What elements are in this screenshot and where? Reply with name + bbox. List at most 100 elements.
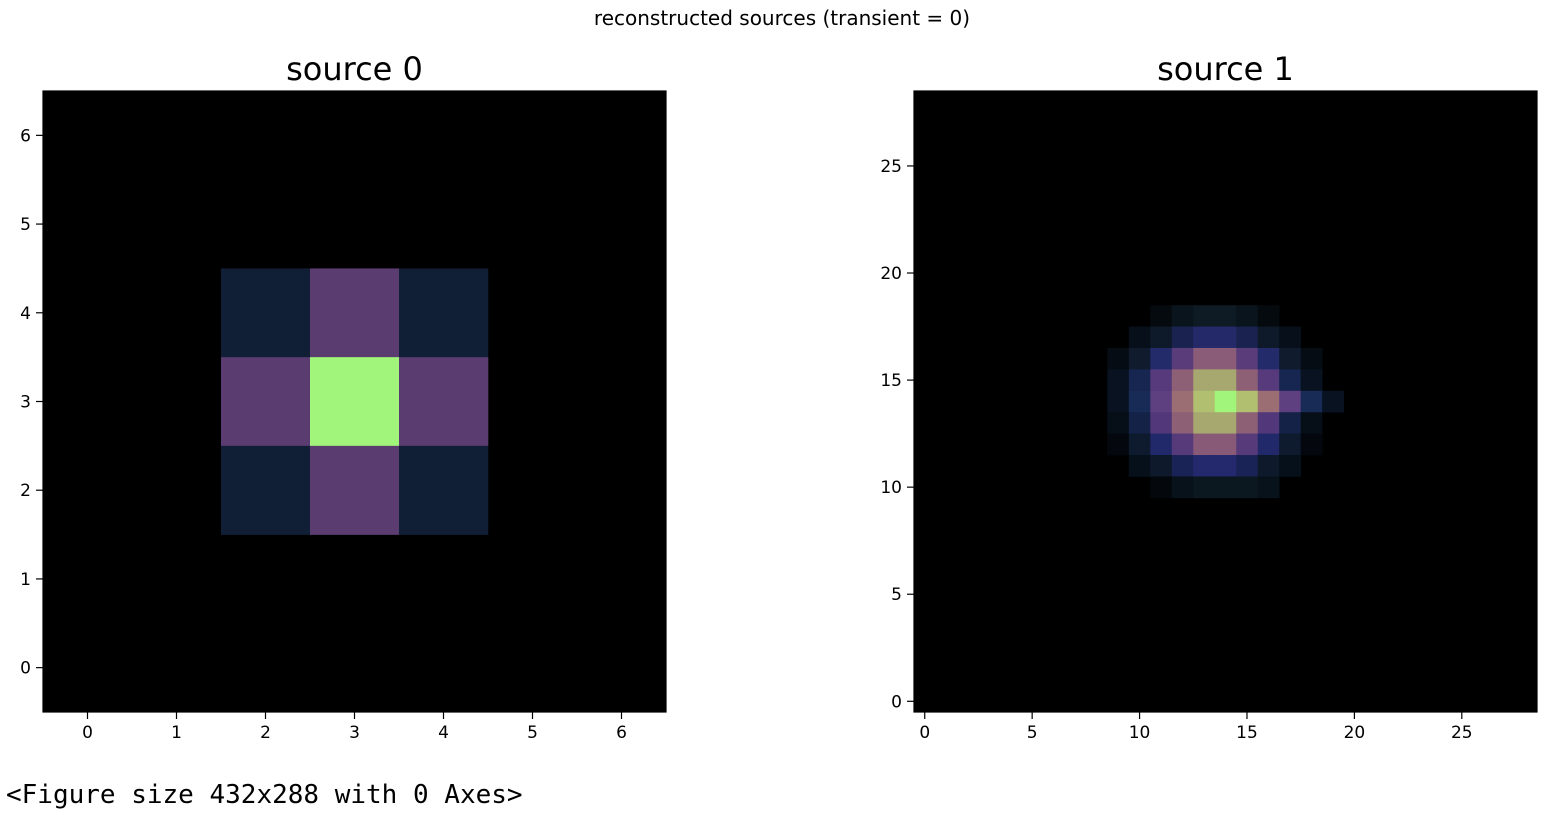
heatmap-cell (1214, 476, 1237, 499)
heatmap-cell (310, 445, 400, 535)
heatmap-cell (1171, 326, 1194, 349)
notebook-output-text: <Figure size 432x288 with 0 Axes> (6, 780, 523, 810)
heatmap-cell (399, 445, 489, 535)
heatmap-cell (1150, 390, 1173, 413)
x-tick-label: 5 (527, 723, 538, 743)
heatmap-cell (1236, 455, 1259, 477)
x-tick-label: 6 (616, 723, 627, 743)
y-tick-label: 0 (20, 659, 31, 679)
heatmap-cell (1150, 347, 1173, 370)
heatmap-cell (1300, 369, 1323, 392)
heatmap-cell (1150, 433, 1173, 456)
heatmap-cell (1300, 390, 1323, 413)
heatmap-cell (1193, 305, 1216, 327)
y-tick-label: 1 (20, 570, 31, 590)
heatmap-cell (1300, 347, 1323, 370)
heatmap-cell (1107, 347, 1130, 370)
heatmap-cell (1150, 305, 1173, 327)
chart-panel-0: source 0 0 1 2 3 4 5 6 0 1 2 3 4 5 6 (20, 50, 667, 743)
chart-title: source 1 (1157, 50, 1294, 88)
heatmap-cell (1171, 476, 1194, 499)
x-tick-label: 15 (1236, 723, 1258, 743)
heatmap-cell (1107, 433, 1130, 456)
y-tick-label: 3 (20, 393, 31, 413)
heatmap-cell (1193, 455, 1216, 477)
x-tick-label: 3 (349, 723, 360, 743)
heatmap-cell (1128, 412, 1151, 434)
axes-frame (913, 90, 1538, 713)
heatmap-cell (1171, 433, 1194, 456)
heatmap-cell (1279, 326, 1301, 349)
heatmap-cell (399, 357, 489, 447)
heatmap-cell (1193, 476, 1216, 499)
heatmap-cell (1150, 412, 1173, 434)
heatmap-cell (1257, 369, 1280, 392)
heatmap-cell (1128, 455, 1151, 477)
heatmap-cell (221, 445, 311, 535)
heatmap-cell (1214, 369, 1237, 392)
x-tick-label: 5 (1027, 723, 1038, 743)
y-tick-label: 25 (880, 157, 902, 177)
heatmap-cell (310, 268, 400, 358)
heatmap-cell (1193, 369, 1216, 392)
heatmap-cell (1150, 476, 1173, 499)
heatmap-cell (1150, 326, 1173, 349)
heatmap-cell (1214, 390, 1237, 413)
heatmap-cell (1236, 305, 1259, 327)
heatmap-cell (1128, 433, 1151, 456)
heatmap-cell (1193, 433, 1216, 456)
heatmap-cell (1236, 347, 1259, 370)
heatmap-cell (1171, 347, 1194, 370)
heatmap-cell (1171, 390, 1194, 413)
heatmap-cell (1128, 326, 1151, 349)
heatmap-cell (1107, 412, 1130, 434)
heatmap-cell (1171, 412, 1194, 434)
heatmap-cell (1214, 433, 1237, 456)
heatmap-cell (1236, 412, 1259, 434)
heatmap-cell (1193, 347, 1216, 370)
figure-canvas: source 0 0 1 2 3 4 5 6 0 1 2 3 4 5 6 source 1 0 5 10 15 20 25… (20, 50, 1538, 743)
x-tick-label: 2 (260, 723, 271, 743)
y-tick-label: 5 (891, 585, 902, 605)
y-tick-label: 4 (20, 304, 31, 324)
y-tick-label: 0 (891, 692, 902, 712)
y-tick-label: 20 (880, 264, 902, 284)
y-tick-label: 5 (20, 215, 31, 235)
heatmap-cell (1150, 369, 1173, 392)
heatmap-cell (1257, 347, 1280, 370)
heatmap-cell (1128, 347, 1151, 370)
figure-suptitle: reconstructed sources (transient = 0) (593, 6, 971, 30)
heatmap-cell (221, 357, 311, 447)
heatmap-cell (1279, 347, 1301, 370)
heatmap-cell (1236, 390, 1259, 413)
x-tick-label: 4 (438, 723, 449, 743)
chart-panel-1: source 1 0 5 10 15 20 25 0 5 10 15 20 25 (880, 50, 1538, 743)
heatmap-cell (1214, 455, 1237, 477)
heatmap-cell (1279, 455, 1301, 477)
heatmap-cell (1214, 326, 1237, 349)
heatmap-cell (1107, 369, 1130, 392)
heatmap-cell (1214, 347, 1237, 370)
heatmap-cell (1257, 433, 1280, 456)
heatmap-cell (1150, 455, 1173, 477)
heatmap-cell (1107, 390, 1130, 413)
heatmap-cell (1300, 433, 1323, 456)
heatmap-cell (310, 357, 400, 447)
x-tick-label: 20 (1344, 723, 1366, 743)
heatmap-cell (1300, 412, 1323, 434)
x-tick-label: 0 (82, 723, 93, 743)
heatmap-cell (1171, 455, 1194, 477)
heatmap-cell (1171, 369, 1194, 392)
heatmap-cell (1128, 369, 1151, 392)
heatmap-cell (1236, 476, 1259, 499)
heatmap-cell (1279, 433, 1301, 456)
heatmap-cell (1322, 390, 1344, 413)
heatmap-cell (1193, 326, 1216, 349)
x-tick-label: 1 (171, 723, 182, 743)
heatmap-cell (1236, 369, 1259, 392)
heatmap-cell (1171, 305, 1194, 327)
heatmap-cell (1236, 326, 1259, 349)
heatmap-cell (1214, 412, 1237, 434)
heatmap-cell (1193, 390, 1216, 413)
x-tick-label: 10 (1129, 723, 1151, 743)
